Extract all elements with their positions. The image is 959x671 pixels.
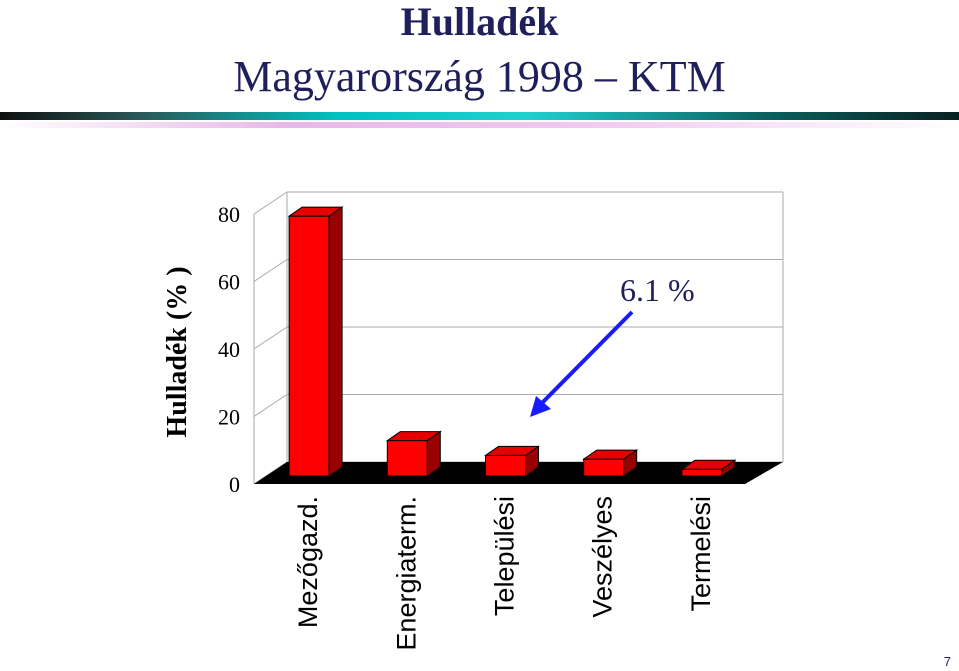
- y-tick-label: 40: [218, 337, 240, 362]
- bar-1: [287, 206, 344, 477]
- y-tick-label: 60: [218, 270, 240, 295]
- grid-diagonal: [253, 191, 288, 215]
- bar-5: [680, 459, 737, 477]
- grid-diagonal: [253, 326, 288, 350]
- bar-4: [582, 449, 639, 477]
- page-number: 7: [943, 654, 951, 669]
- annotation-label: 6.1 %: [620, 272, 695, 308]
- bar-front: [485, 454, 526, 477]
- bar-2: [385, 430, 442, 477]
- y-tick-label: 0: [229, 472, 240, 497]
- bar-side: [328, 206, 343, 477]
- annotation: 6.1 %: [530, 272, 695, 417]
- bar-front: [386, 440, 428, 477]
- x-axis-ticks: Mezőgazd. Energiaterm. Települési Veszélyes…: [293, 496, 716, 651]
- bar-front: [288, 215, 330, 477]
- bar-front: [681, 468, 723, 477]
- grid-diagonal: [253, 259, 288, 282]
- annotation-arrow-head: [530, 396, 551, 417]
- y-tick-label: 20: [218, 405, 240, 430]
- chart-grid: [253, 191, 784, 485]
- x-tick-label: Mezőgazd.: [293, 496, 323, 628]
- slide-title: Hulladék: [400, 0, 559, 44]
- bar-front: [583, 458, 625, 477]
- y-axis-ticks: 0 20 40 60 80: [218, 202, 240, 497]
- bar-side: [426, 430, 441, 477]
- x-tick-label: Veszélyes: [588, 496, 618, 618]
- grid-diagonal: [253, 394, 288, 417]
- bar-side: [721, 459, 736, 477]
- title-divider: [0, 112, 959, 128]
- y-axis-label: Hulladék (% ): [162, 266, 193, 437]
- annotation-arrow: [538, 310, 634, 407]
- slide-subtitle: Magyarország 1998 – KTM: [233, 52, 726, 101]
- bar-side: [623, 449, 638, 477]
- x-tick-label: Termelési: [686, 496, 716, 612]
- bar-3: [483, 445, 541, 477]
- y-tick-label: 80: [218, 202, 240, 227]
- bar-side: [525, 445, 539, 477]
- chart-bars: [287, 206, 737, 477]
- x-tick-label: Energiaterm.: [391, 496, 421, 651]
- x-tick-label: Települési: [490, 496, 520, 616]
